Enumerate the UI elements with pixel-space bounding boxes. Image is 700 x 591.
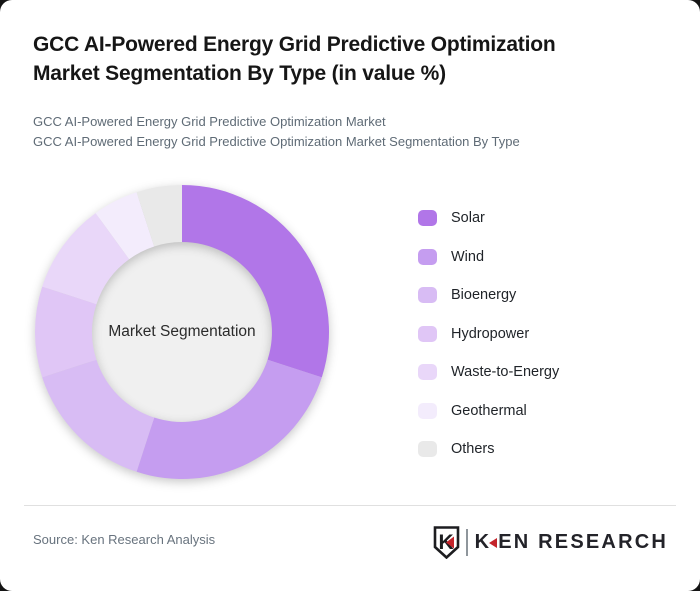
wordmark-rest: EN RESEARCH (498, 530, 668, 553)
legend-item-waste-to-energy[interactable]: Waste-to-Energy (418, 364, 559, 380)
legend-item-bioenergy[interactable]: Bioenergy (418, 287, 559, 303)
legend-item-geothermal[interactable]: Geothermal (418, 402, 559, 419)
legend-item-hydropower[interactable]: Hydropower (418, 325, 559, 342)
legend-swatch-bioenergy (418, 287, 437, 303)
legend: Solar Wind Bioenergy Hydropower Waste-to-Ene… (418, 210, 559, 457)
donut-chart-svg (35, 185, 329, 479)
legend-swatch-geothermal (418, 402, 437, 419)
legend-swatch-waste-to-energy (418, 364, 437, 380)
chart-title-line1: GCC AI-Powered Energy Grid Predictive Op… (33, 33, 556, 56)
chart-subtitle: GCC AI-Powered Energy Grid Predictive Op… (33, 112, 520, 151)
legend-swatch-solar (418, 210, 437, 226)
wordmark-red-triangle-icon (489, 538, 498, 548)
ken-research-wordmark: K EN RESEARCH (475, 531, 668, 554)
legend-label-bioenergy: Bioenergy (451, 287, 517, 303)
legend-swatch-hydropower (418, 325, 437, 342)
pie-slice-bioenergy[interactable] (42, 359, 155, 472)
donut-center-circle (91, 241, 273, 423)
legend-item-others[interactable]: Others (418, 441, 559, 457)
pie-slice-solar[interactable] (182, 185, 329, 378)
legend-item-wind[interactable]: Wind (418, 248, 559, 265)
chart-title: GCC AI-Powered Energy Grid Predictive Op… (33, 30, 556, 88)
pie-slice-hydropower[interactable] (35, 286, 97, 378)
legend-label-geothermal: Geothermal (451, 402, 527, 419)
legend-item-solar[interactable]: Solar (418, 210, 559, 226)
legend-label-wind: Wind (451, 248, 485, 265)
legend-swatch-wind (418, 248, 437, 265)
pie-slice-wind[interactable] (136, 359, 322, 479)
pie-slice-geothermal[interactable] (95, 192, 155, 260)
donut-chart: Market Segmentation (20, 170, 344, 494)
wordmark-k: K (474, 530, 492, 553)
source-text: Source: Ken Research Analysis (33, 532, 216, 547)
ken-research-shield-icon: K (433, 525, 459, 559)
legend-label-others: Others (451, 441, 495, 457)
chart-subtitle-line1: GCC AI-Powered Energy Grid Predictive Op… (33, 114, 386, 129)
pie-slice-waste-to-energy[interactable] (42, 213, 130, 305)
footer-divider (24, 505, 676, 506)
donut-slices (35, 185, 329, 479)
chart-title-line2: Market Segmentation By Type (in value %) (33, 62, 446, 85)
legend-label-waste-to-energy: Waste-to-Energy (451, 364, 560, 380)
chart-subtitle-line2: GCC AI-Powered Energy Grid Predictive Op… (33, 133, 520, 149)
legend-label-solar: Solar (451, 210, 485, 226)
logo-separator (465, 528, 468, 556)
legend-swatch-others (418, 441, 437, 457)
ken-research-logo: K K EN RESEARCH (433, 524, 668, 560)
legend-label-hydropower: Hydropower (451, 325, 530, 342)
badge-red-triangle-icon (445, 536, 454, 548)
pie-slice-others[interactable] (136, 185, 182, 247)
